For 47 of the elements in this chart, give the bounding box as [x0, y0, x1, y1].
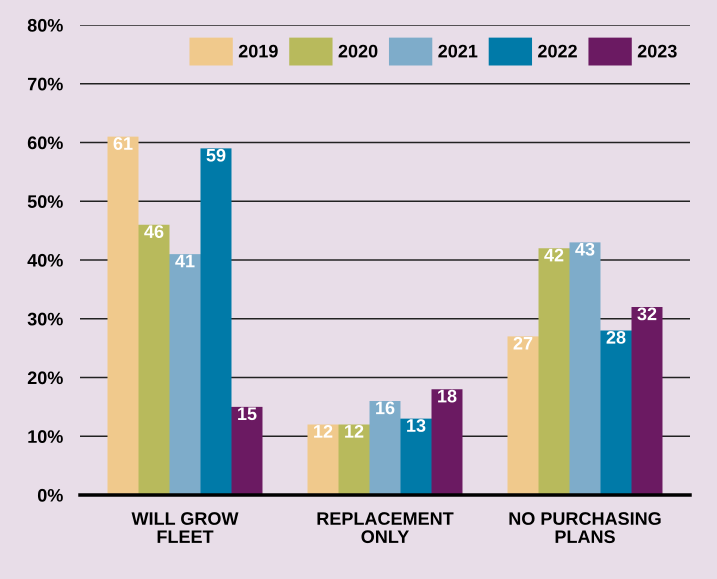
- y-tick-label: 0%: [38, 488, 63, 502]
- legend-label: 2023: [638, 44, 677, 58]
- y-tick-label: 40%: [27, 254, 63, 267]
- bar: [232, 406, 262, 495]
- legend-label: 2021: [438, 44, 478, 58]
- bar: [400, 418, 432, 495]
- data-label: 59: [206, 148, 226, 162]
- bar: [632, 307, 662, 495]
- data-label: 46: [144, 225, 164, 238]
- y-tick-label: 10%: [28, 430, 63, 443]
- data-label: 16: [376, 401, 394, 414]
- y-tick-label: 30%: [28, 312, 63, 326]
- bar: [600, 330, 632, 495]
- x-tick-label: REPLACEMENT ONLY: [317, 512, 454, 544]
- data-label: 18: [438, 390, 456, 403]
- y-tick-label: 80%: [28, 18, 63, 32]
- data-label: 41: [175, 254, 195, 268]
- data-label: 27: [514, 336, 532, 350]
- data-label: 13: [407, 419, 426, 432]
- data-label: 32: [637, 307, 656, 320]
- data-label: 28: [606, 330, 626, 344]
- legend-label: 2020: [338, 44, 378, 58]
- bar: [338, 424, 370, 495]
- bar: [138, 224, 170, 495]
- data-label: 42: [544, 248, 564, 262]
- bar: [200, 148, 232, 495]
- bar: [508, 336, 538, 495]
- bar: [570, 242, 600, 495]
- x-tick-label: WILL GROW FLEET: [132, 512, 238, 543]
- legend-label: 2022: [538, 44, 577, 58]
- y-tick-label: 50%: [28, 195, 63, 208]
- data-label: 12: [314, 424, 332, 438]
- data-label: 61: [114, 137, 133, 150]
- x-tick-label: NO PURCHASING PLANS: [509, 512, 661, 544]
- bar: [308, 424, 338, 495]
- bar: [108, 136, 138, 495]
- y-tick-label: 60%: [28, 136, 63, 150]
- bar: [432, 389, 462, 495]
- data-label: 12: [345, 424, 364, 438]
- legend-label: 2019: [238, 44, 278, 58]
- data-label: 15: [238, 408, 257, 420]
- bar: [170, 254, 200, 495]
- y-tick-label: 20%: [28, 371, 63, 384]
- bar: [538, 248, 570, 495]
- y-tick-label: 70%: [28, 78, 63, 90]
- data-label: 43: [575, 242, 594, 256]
- bar: [370, 401, 400, 495]
